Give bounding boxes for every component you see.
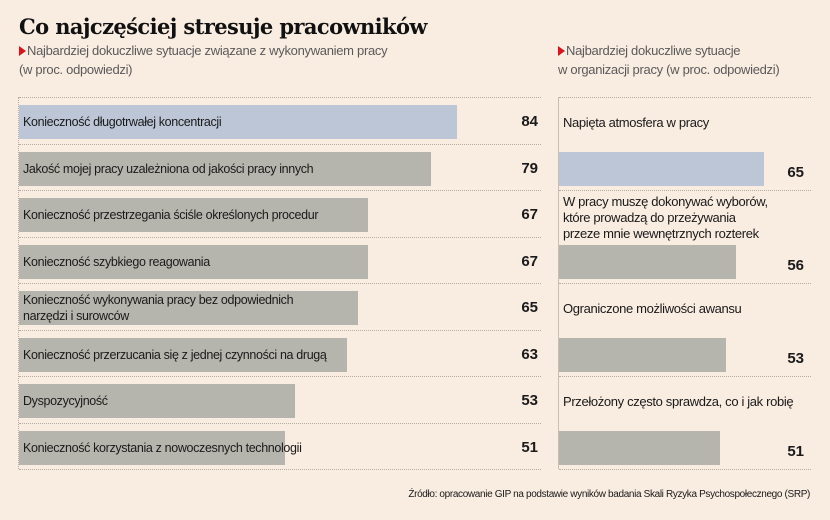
row-separator (19, 469, 541, 470)
chart-left-panel: Konieczność długotrwałej koncentracji 84 J… (18, 97, 541, 470)
value-label: 67 (521, 206, 538, 223)
value-label: 53 (521, 392, 538, 409)
row-separator (19, 97, 541, 98)
bar-label: Przełożony często sprawdza, co i jak rob… (563, 394, 794, 409)
bar-8 (19, 430, 285, 465)
value-label: 53 (787, 350, 804, 367)
bar-2 (19, 151, 431, 186)
value-label: 84 (521, 113, 538, 130)
bar-3 (559, 338, 727, 372)
value-label: 51 (787, 443, 804, 460)
bar-1 (559, 152, 765, 186)
row-separator (559, 469, 811, 470)
bar-2 (559, 245, 736, 279)
value-label: 79 (521, 159, 538, 177)
row-separator (559, 283, 811, 284)
value-label: 51 (521, 438, 538, 456)
value-label: 65 (521, 299, 538, 316)
row-separator (559, 376, 811, 377)
bar-label: Napięta atmosfera w pracy (563, 115, 709, 130)
bar-6 (19, 337, 348, 372)
triangle-marker-icon (19, 46, 26, 56)
value-label: 56 (787, 257, 804, 274)
bar-label: Ograniczone możliwości awansu (563, 301, 742, 316)
subtitle-left-line1: Najbardziej dokuczliwe sytuacje związane… (27, 43, 388, 58)
row-separator (19, 376, 541, 377)
bar-label: Konieczność szybkiego reagowania (23, 254, 210, 269)
chart-title: Co najczęściej stresuje pracowników (19, 14, 427, 39)
row-separator (19, 329, 541, 331)
bar-label: Dyspozycyjność (23, 394, 108, 408)
value-label: 65 (787, 164, 804, 181)
bar-label: Jakość mojej pracy uzależniona od jakośc… (23, 161, 314, 176)
chart-right-panel: Napięta atmosfera w pracy 65 W pracy muszę… (558, 97, 811, 470)
subtitle-right-line2: w organizacji pracy (w proc. odpowiedzi) (558, 62, 780, 77)
source-note: Źródło: opracowanie GIP na podstawie wyn… (408, 489, 810, 500)
value-label: 67 (521, 252, 538, 270)
bar-label: Konieczność przestrzegania ściśle określ… (23, 208, 319, 222)
subtitle-left-line2: (w proc. odpowiedzi) (19, 62, 133, 77)
triangle-marker-icon (558, 46, 565, 56)
subtitle-right: Najbardziej dokuczliwe sytuacje w organi… (558, 41, 780, 79)
row-separator (559, 97, 811, 98)
bar-7 (19, 384, 296, 418)
bar-label: Konieczność przerzucania się z jednej cz… (23, 347, 327, 362)
bar-label: W pracy muszę dokonywać wyborów, które pr… (563, 194, 768, 241)
bar-3 (19, 198, 369, 232)
bar-label: Konieczność długotrwałej koncentracji (23, 115, 222, 129)
row-separator (19, 190, 541, 191)
row-separator (19, 236, 541, 238)
row-separator (19, 283, 541, 284)
subtitle-left: Najbardziej dokuczliwe sytuacje związane… (19, 41, 388, 79)
bar-4 (19, 244, 369, 279)
row-separator (19, 422, 541, 424)
bar-1 (19, 105, 457, 139)
value-label: 63 (521, 345, 538, 363)
bar-4 (559, 431, 720, 465)
bar-label: Konieczność korzystania z nowoczesnych t… (23, 440, 302, 455)
subtitle-right-line1: Najbardziej dokuczliwe sytuacje (566, 43, 741, 58)
row-separator (19, 143, 541, 145)
bar-label: Konieczność wykonywania pracy bez odpowi… (23, 293, 294, 323)
row-separator (559, 190, 811, 191)
bar-5 (19, 291, 358, 325)
